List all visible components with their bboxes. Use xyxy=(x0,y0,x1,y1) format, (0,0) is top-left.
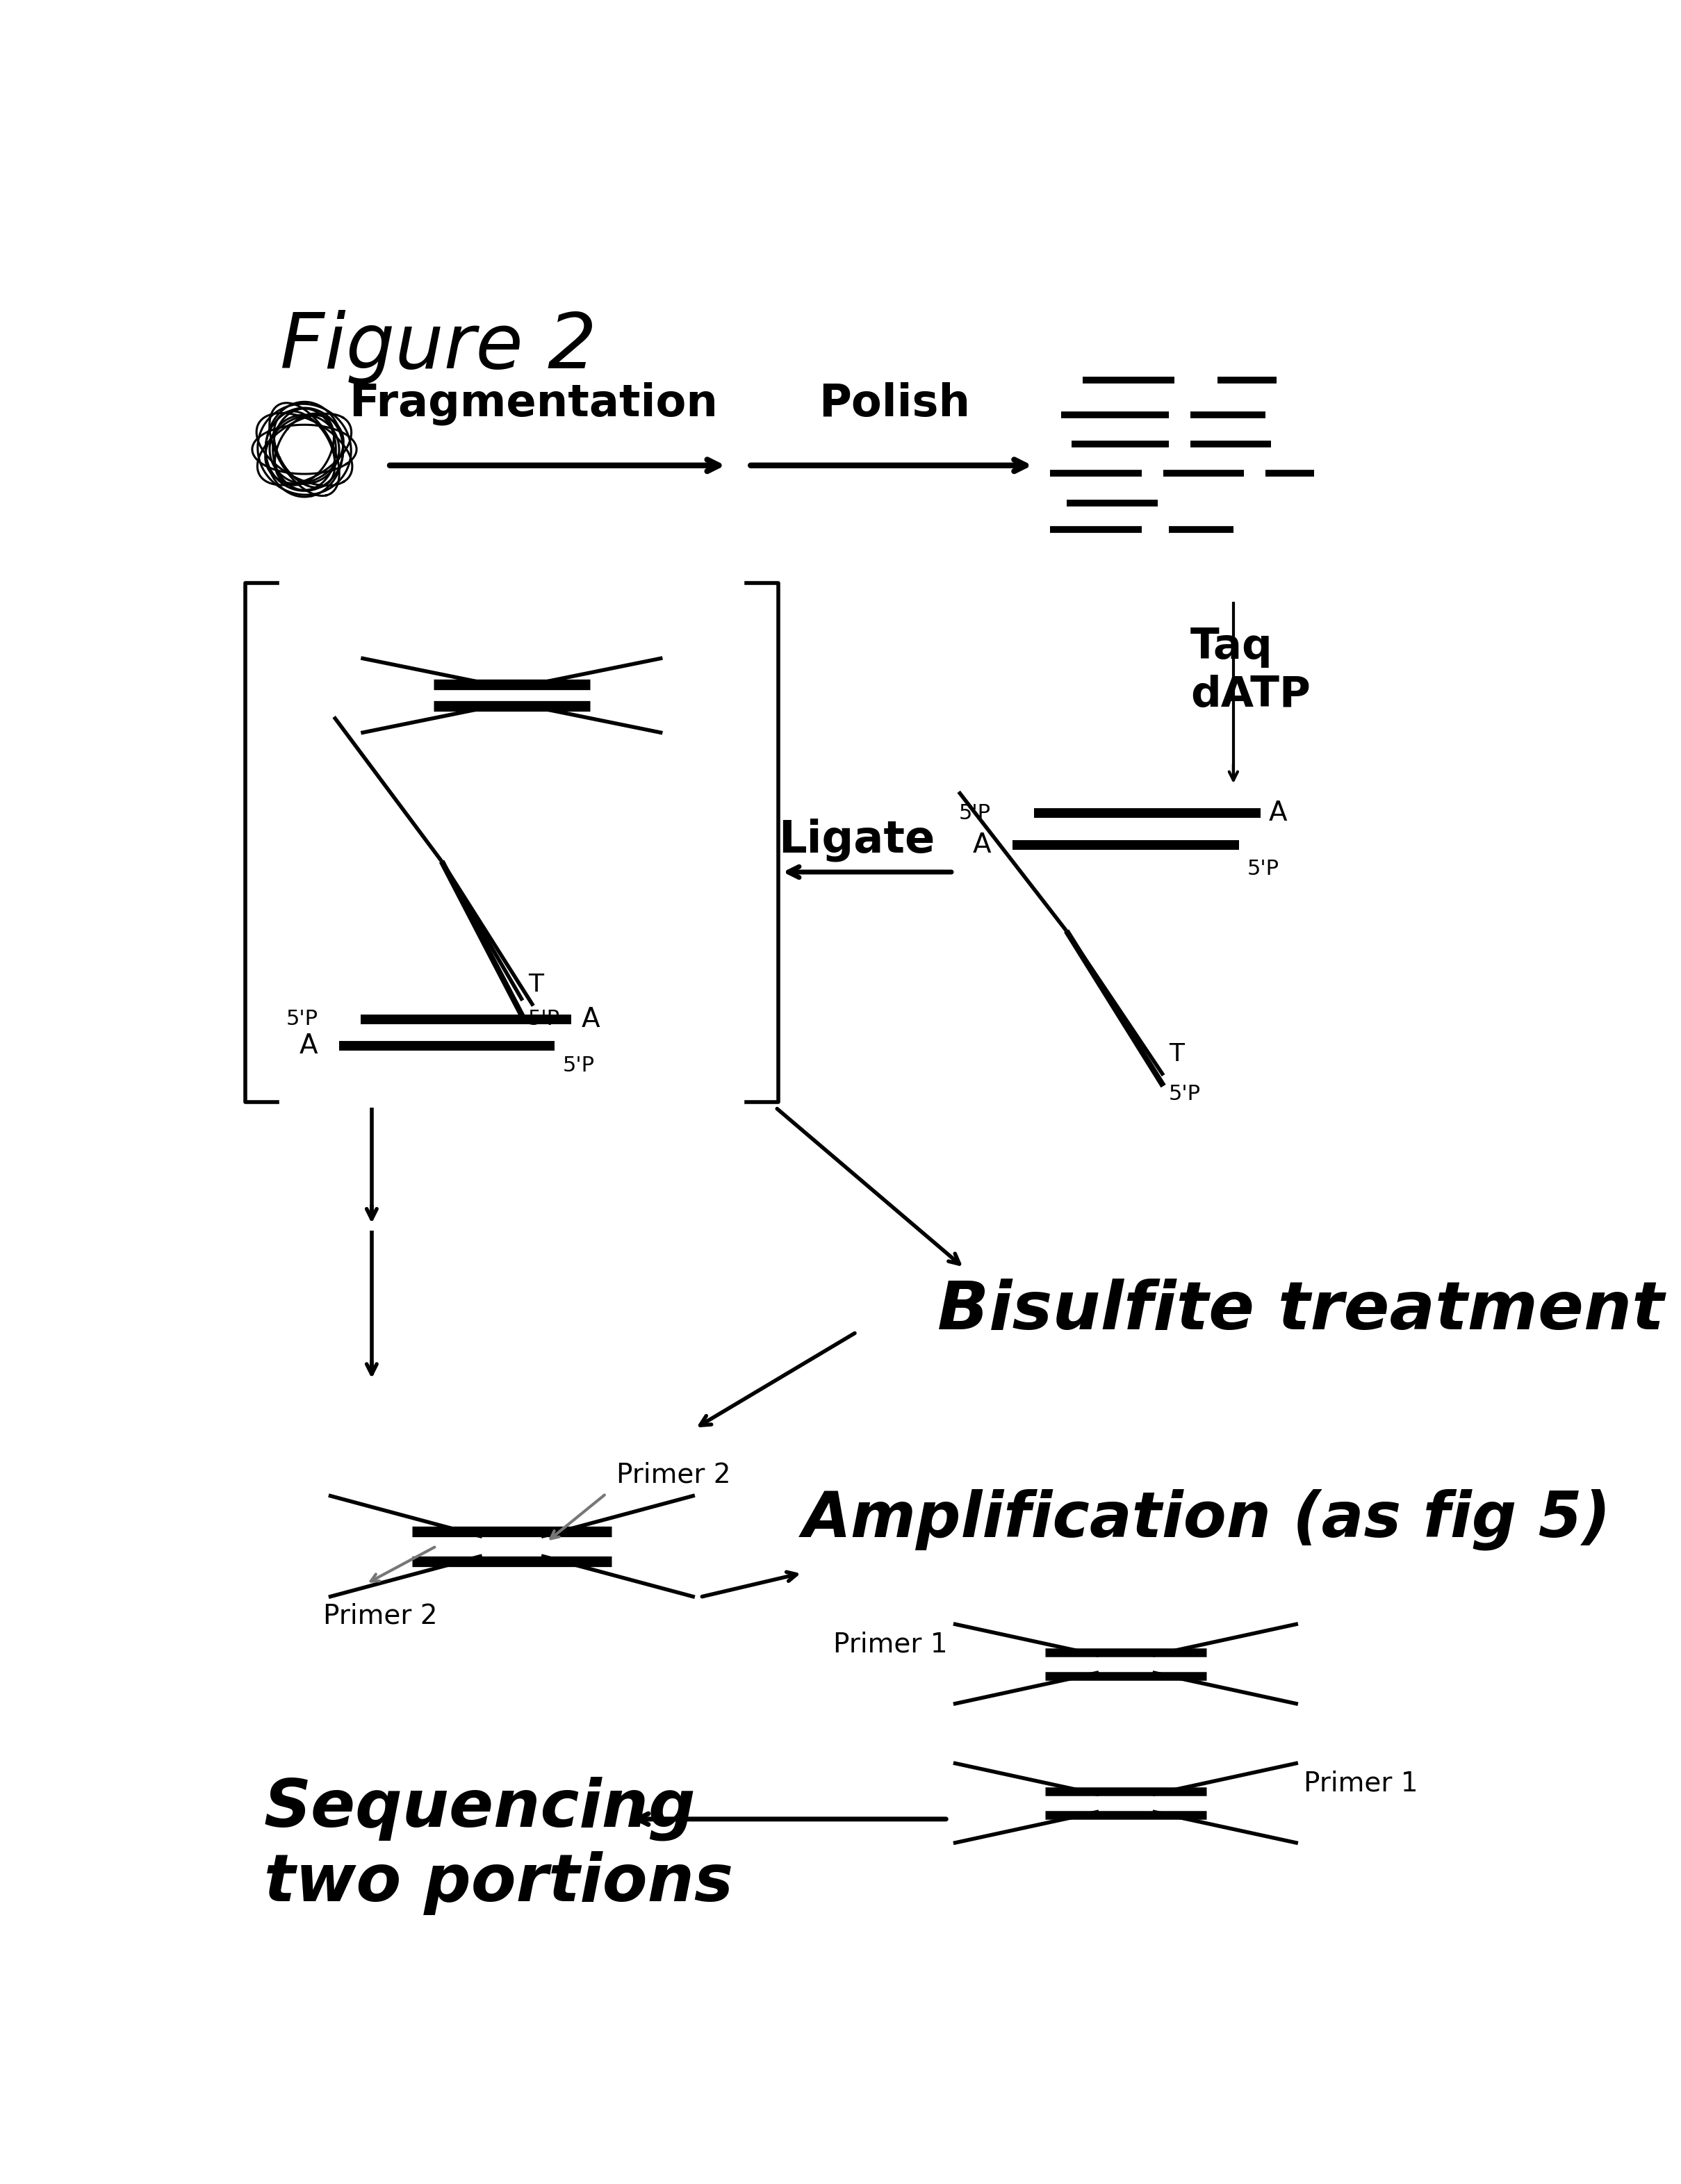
Text: Primer 2: Primer 2 xyxy=(323,1603,437,1629)
Text: Primer 1: Primer 1 xyxy=(834,1631,948,1658)
Text: Primer 1: Primer 1 xyxy=(1303,1769,1417,1797)
Text: Primer 2: Primer 2 xyxy=(617,1461,731,1489)
Text: Polish: Polish xyxy=(819,382,970,426)
Text: 5'P: 5'P xyxy=(960,804,992,823)
Text: 5'P: 5'P xyxy=(1168,1083,1200,1105)
Text: A: A xyxy=(582,1007,600,1033)
Text: 5'P: 5'P xyxy=(528,1009,560,1029)
Text: T: T xyxy=(1168,1042,1183,1066)
Text: 5'P: 5'P xyxy=(1247,858,1279,878)
Text: Sequencing
two portions: Sequencing two portions xyxy=(264,1778,733,1915)
Text: A: A xyxy=(1269,799,1288,826)
Text: dATP: dATP xyxy=(1190,675,1311,716)
Text: 5'P: 5'P xyxy=(286,1009,318,1029)
Text: Bisulfite treatment: Bisulfite treatment xyxy=(938,1278,1664,1343)
Text: Fragmentation: Fragmentation xyxy=(348,382,718,426)
Text: Taq: Taq xyxy=(1190,627,1273,668)
Text: Ligate: Ligate xyxy=(778,819,935,863)
Text: A: A xyxy=(299,1033,318,1059)
Text: T: T xyxy=(528,972,543,996)
Text: Amplification (as fig 5): Amplification (as fig 5) xyxy=(802,1489,1612,1551)
Text: 5'P: 5'P xyxy=(563,1055,595,1077)
Text: Figure 2: Figure 2 xyxy=(281,310,597,384)
Text: A: A xyxy=(973,832,992,858)
